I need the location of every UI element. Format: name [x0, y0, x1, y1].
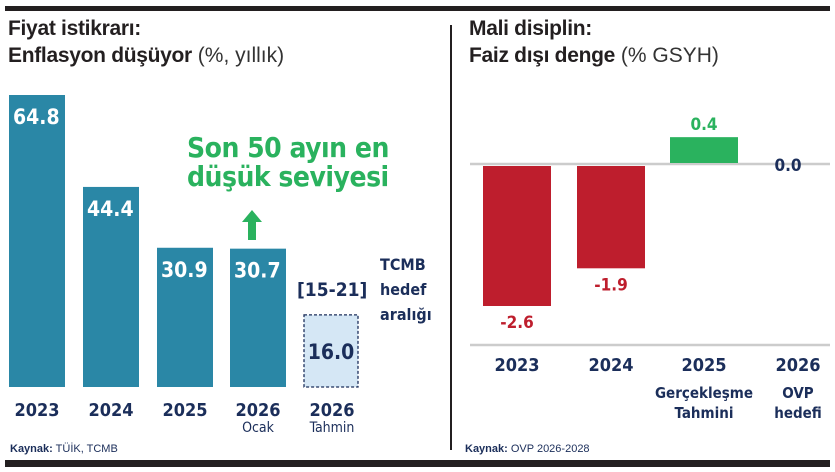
target-range-caption: TCMB hedef aralığı — [380, 252, 432, 327]
bar-value-label: 64.8 — [13, 105, 60, 129]
right-title-line2: Faiz dışı denge — [469, 44, 616, 67]
x-tick-label: 2024 — [88, 400, 133, 421]
x-tick-label: 2023 — [494, 355, 539, 376]
bar-value-label: 30.9 — [161, 258, 208, 282]
primary-balance-bar-chart: -2.6 2023 -1.9 2024 0.4 2025 Gerçekleşme Tahmin… — [470, 115, 830, 422]
right-source-label: Kaynak: — [465, 443, 508, 455]
bar-2025 — [670, 137, 738, 163]
bar-value-label: 0.0 — [774, 156, 801, 176]
x-tick-sublabel: Gerçekleşme — [655, 384, 753, 402]
bar-2026 — [230, 248, 286, 387]
x-tick-sublabel: Tahmin — [309, 420, 355, 436]
bar-2023 — [9, 95, 65, 387]
x-tick-sublabel: OVP — [782, 384, 814, 402]
panel-divider — [450, 25, 452, 450]
left-title-unit: (%, yıllık) — [197, 44, 285, 67]
right-source: Kaynak: OVP 2026-2028 — [465, 443, 590, 455]
x-tick-label: 2025 — [162, 400, 207, 421]
bar-2025 — [157, 247, 213, 387]
annotation-text: Son 50 ayın en düşük seviyesi — [187, 133, 389, 191]
x-tick-label: 2026 — [309, 400, 354, 421]
target-caption-line1: TCMB — [380, 255, 426, 274]
x-tick-sublabel: Ocak — [242, 420, 275, 436]
x-tick-label: 2026 — [235, 400, 280, 421]
left-chart-title: Fiyat istikrarı: Enflasyon düşüyor (%, y… — [8, 15, 284, 69]
inflation-bar-chart: 64.8202344.4202430.9202530.72026Ocak16.0… — [9, 95, 359, 436]
forecast-value-label: 16.0 — [308, 340, 355, 364]
annotation-line1: Son 50 ayın en — [187, 131, 389, 164]
left-title-line1: Fiyat istikrarı: — [8, 17, 141, 40]
bar-2024 — [83, 186, 139, 387]
target-range-label: [15-21] — [297, 279, 368, 301]
x-tick-label: 2025 — [681, 355, 726, 376]
x-tick-sublabel: hedefi — [774, 404, 822, 422]
up-arrow-icon — [242, 210, 262, 240]
x-tick-label: 2024 — [588, 355, 633, 376]
target-caption-line3: aralığı — [380, 305, 432, 324]
bar-value-label: 0.4 — [690, 115, 717, 135]
bar-value-label: -2.6 — [500, 313, 533, 333]
annotation-line2: düşük seviyesi — [187, 160, 389, 193]
left-source-label: Kaynak: — [10, 443, 53, 455]
left-source: Kaynak: TÜİK, TCMB — [10, 443, 118, 455]
right-chart-title: Mali disiplin: Faiz dışı denge (% GSYH) — [469, 15, 719, 69]
right-title-line1: Mali disiplin: — [469, 17, 592, 40]
left-title-line2: Enflasyon düşüyor — [8, 44, 192, 67]
x-tick-sublabel: Tahmini — [675, 404, 734, 422]
x-tick-label: 2023 — [14, 400, 59, 421]
bar-value-label: 44.4 — [87, 197, 134, 221]
left-source-text: TÜİK, TCMB — [55, 443, 118, 455]
target-caption-line2: hedef — [380, 280, 427, 299]
right-title-unit: (% GSYH) — [620, 44, 719, 67]
bar-2024 — [577, 166, 645, 269]
bar-value-label: 30.7 — [234, 259, 281, 283]
top-rule — [5, 6, 830, 11]
forecast-bar — [303, 314, 359, 388]
bar-value-label: -1.9 — [594, 275, 627, 295]
x-tick-label: 2026 — [775, 355, 820, 376]
bar-2023 — [483, 166, 551, 306]
right-source-text: OVP 2026-2028 — [510, 443, 590, 455]
bottom-rule — [5, 460, 830, 467]
